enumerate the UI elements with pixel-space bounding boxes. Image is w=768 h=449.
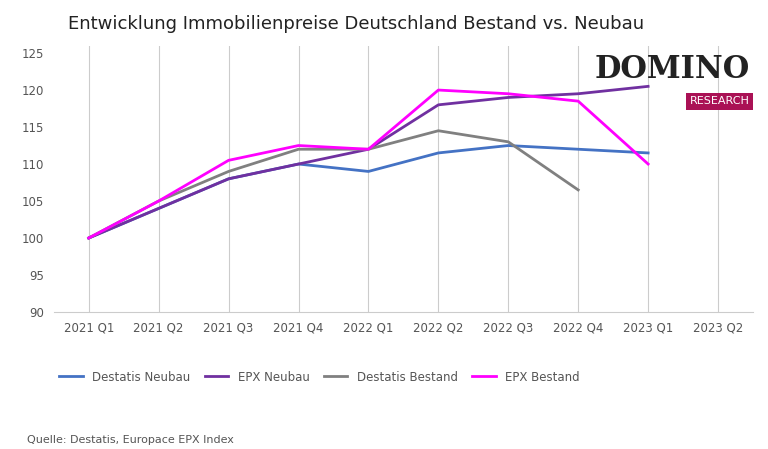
Legend: Destatis Neubau, EPX Neubau, Destatis Bestand, EPX Bestand: Destatis Neubau, EPX Neubau, Destatis Be… xyxy=(55,366,584,388)
Text: Entwicklung Immobilienpreise Deutschland Bestand vs. Neubau: Entwicklung Immobilienpreise Deutschland… xyxy=(68,15,644,33)
Text: RESEARCH: RESEARCH xyxy=(690,96,750,106)
Text: DOMINO: DOMINO xyxy=(594,54,750,85)
Text: Quelle: Destatis, Europace EPX Index: Quelle: Destatis, Europace EPX Index xyxy=(27,435,233,445)
